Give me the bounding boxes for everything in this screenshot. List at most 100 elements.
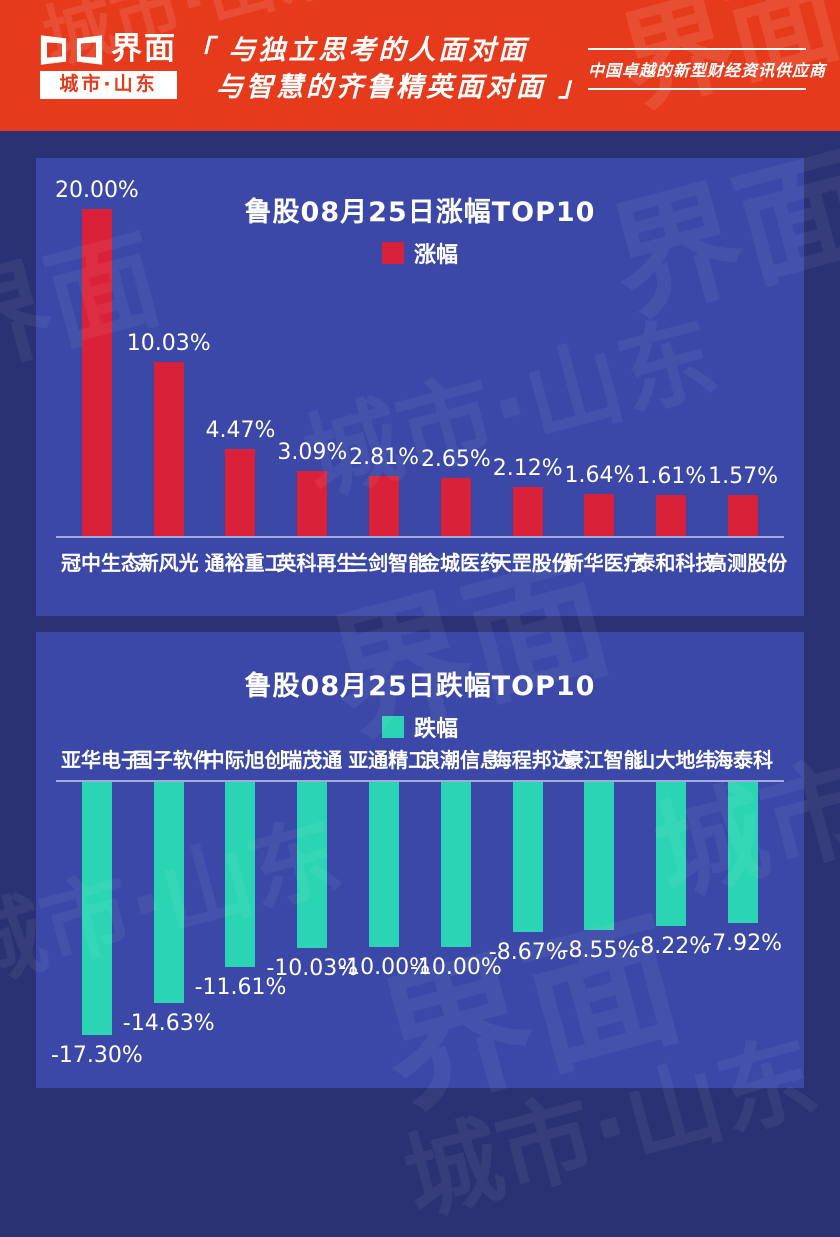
category-label: 浪潮信息 xyxy=(419,748,500,772)
losers-bar-chart: 亚华电子 国子软件 中际旭创 瑞茂通 亚通精工 浪潮信息 海程邦达 豪江智能 山大地纬 海泰科 -… xyxy=(36,747,804,1075)
bar xyxy=(728,495,759,536)
bar-column: 1.57% xyxy=(707,178,779,536)
value-label: 1.61% xyxy=(636,464,707,489)
value-label: -8.22% xyxy=(632,934,711,959)
slogan-line-1: 「 与独立思考的人面对面 xyxy=(186,35,529,66)
bar xyxy=(584,494,615,536)
category-label: 豪江智能 xyxy=(563,748,644,772)
bar-column: -17.30% xyxy=(51,782,143,1069)
slogan-line-2: 与智慧的齐鲁精英面对面 」 xyxy=(216,72,589,103)
losers-bars: -17.30% -14.63% -11.61% -10.03% -10.00% -10.0… xyxy=(36,782,804,1075)
bar-column: -8.67% xyxy=(488,782,567,966)
value-label: 1.57% xyxy=(708,464,779,489)
bar xyxy=(656,782,687,926)
bar-column: 1.61% xyxy=(635,178,707,536)
bar-column: -10.00% xyxy=(410,782,502,981)
value-label: -7.92% xyxy=(704,931,782,956)
category-label: 冠中生态 xyxy=(61,551,141,575)
value-label: -8.67% xyxy=(488,940,567,965)
value-label: -11.61% xyxy=(194,975,287,1000)
value-label: -8.55% xyxy=(560,938,639,963)
value-label: -17.30% xyxy=(50,1043,143,1068)
bar xyxy=(656,495,687,536)
gainers-category-labels: 冠中生态 新风光 通裕重工 英科再生 兰剑智能 金城医药 天罡股份 新华医疗 泰和科技 高测股份 xyxy=(36,538,804,616)
bar-column: -10.03% xyxy=(266,782,358,982)
gainers-legend-swatch xyxy=(381,242,404,264)
bar-column: -11.61% xyxy=(195,782,286,1001)
bar xyxy=(440,478,471,536)
category-label: 亚通精工 xyxy=(348,748,429,772)
gainers-chart-panel: 鲁股08月25日涨幅TOP10 涨幅 20.00% 10.03% 4.47% 3.09… xyxy=(36,158,804,616)
logo-text: 界面 xyxy=(111,31,177,67)
losers-legend-swatch xyxy=(381,716,404,738)
bar-column: 2.81% xyxy=(348,178,420,536)
value-label: -10.00% xyxy=(338,955,430,980)
bar xyxy=(584,782,615,930)
tagline-box: 中国卓越的新型财经资讯供应商 xyxy=(588,48,827,90)
category-label: 国子软件 xyxy=(132,748,213,772)
value-label: 10.03% xyxy=(126,331,211,356)
losers-legend-label: 跌幅 xyxy=(413,717,458,742)
bar-column: -14.63% xyxy=(123,782,215,1037)
bar xyxy=(297,782,328,948)
value-label: 4.47% xyxy=(205,418,276,443)
category-label: 新华医疗 xyxy=(563,551,644,575)
bar xyxy=(225,449,256,536)
jiemian-logo: 界面 城市·山东 xyxy=(40,34,177,99)
gainers-legend: 涨幅 xyxy=(36,237,804,269)
bar xyxy=(728,782,759,923)
category-label: 新风光 xyxy=(138,551,199,575)
category-label: 金城医药 xyxy=(419,551,500,575)
bar xyxy=(81,782,112,1035)
bar-column: -8.22% xyxy=(632,782,711,960)
bar-column: 10.03% xyxy=(127,178,211,536)
category-label: 海泰科 xyxy=(713,748,774,772)
category-label: 英科再生 xyxy=(276,551,357,575)
category-label: 瑞茂通 xyxy=(282,748,343,772)
value-label: 2.65% xyxy=(420,447,491,472)
category-label: 天罡股份 xyxy=(491,551,572,575)
category-label: 亚华电子 xyxy=(61,748,141,772)
bar-column: -8.55% xyxy=(560,782,639,964)
value-label: 2.81% xyxy=(349,445,420,470)
value-label: -10.00% xyxy=(409,955,502,980)
category-label: 海程邦达 xyxy=(491,748,572,772)
value-label: 2.12% xyxy=(492,456,563,481)
bar xyxy=(369,782,400,947)
bar-column: 2.12% xyxy=(492,178,564,536)
value-label: -10.03% xyxy=(266,956,359,981)
bar-column: 1.64% xyxy=(564,178,636,536)
bar xyxy=(512,487,543,536)
bar xyxy=(225,782,256,967)
bar-column: 3.09% xyxy=(276,178,348,536)
gainers-bar-chart: 20.00% 10.03% 4.47% 3.09% 2.81% 2.65% 2.12% 1.6… xyxy=(36,178,804,616)
gainers-chart-title: 鲁股08月25日涨幅TOP10 xyxy=(244,197,596,228)
value-label: 20.00% xyxy=(54,178,139,203)
losers-legend: 跌幅 xyxy=(36,711,804,743)
bar xyxy=(512,782,543,932)
gainers-legend-label: 涨幅 xyxy=(413,243,458,268)
value-label: 1.64% xyxy=(564,463,635,488)
losers-axis-line xyxy=(56,780,784,782)
bar xyxy=(153,362,184,536)
category-label: 兰剑智能 xyxy=(348,551,429,575)
header-slogan: 「 与独立思考的人面对面 与智慧的齐鲁精英面对面 」 xyxy=(186,32,588,106)
losers-category-labels: 亚华电子 国子软件 中际旭创 瑞茂通 亚通精工 浪潮信息 海程邦达 豪江智能 山大地纬 海泰科 xyxy=(36,747,804,773)
jiemian-logo-icon xyxy=(40,34,103,65)
category-label: 泰和科技 xyxy=(635,551,716,575)
bar xyxy=(153,782,184,1003)
tagline-text: 中国卓越的新型财经资讯供应商 xyxy=(588,61,827,80)
header-banner: 界面 城市·山东 「 与独立思考的人面对面 与智慧的齐鲁精英面对面 」 中国卓越… xyxy=(0,0,840,131)
bar xyxy=(297,471,328,536)
losers-chart-panel: 鲁股08月25日跌幅TOP10 跌幅 亚华电子 国子软件 中际旭创 瑞茂通 亚通精工 浪潮… xyxy=(36,632,804,1088)
category-label: 中际旭创 xyxy=(204,748,285,772)
category-label: 山大地纬 xyxy=(635,748,716,772)
value-label: 3.09% xyxy=(277,440,348,465)
category-label: 通裕重工 xyxy=(204,551,285,575)
bar xyxy=(81,209,112,536)
logo-subtitle: 城市·山东 xyxy=(40,71,177,99)
gainers-axis-line xyxy=(56,536,784,538)
gainers-bars: 20.00% 10.03% 4.47% 3.09% 2.81% 2.65% 2.12% 1.6… xyxy=(36,178,804,536)
bar-column: 2.65% xyxy=(420,178,492,536)
bar xyxy=(369,476,400,536)
